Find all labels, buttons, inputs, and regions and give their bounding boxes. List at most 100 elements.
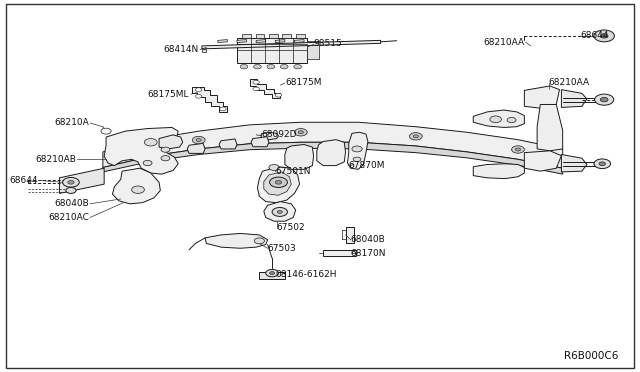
Text: 67870M: 67870M <box>349 161 385 170</box>
Circle shape <box>269 272 275 275</box>
Bar <box>255 34 264 38</box>
Circle shape <box>132 186 145 193</box>
Circle shape <box>254 238 264 244</box>
Circle shape <box>66 187 76 193</box>
Circle shape <box>63 177 79 187</box>
Bar <box>282 34 291 38</box>
Circle shape <box>266 269 278 277</box>
Polygon shape <box>294 39 304 42</box>
Circle shape <box>240 64 248 69</box>
Text: 68175ML: 68175ML <box>148 90 189 99</box>
Polygon shape <box>104 128 178 174</box>
Polygon shape <box>264 172 291 195</box>
Bar <box>296 34 305 38</box>
Text: 68210AB: 68210AB <box>35 155 76 164</box>
Circle shape <box>161 147 170 152</box>
Circle shape <box>195 94 202 98</box>
Bar <box>307 41 319 59</box>
Circle shape <box>277 211 282 214</box>
Polygon shape <box>524 151 561 171</box>
Bar <box>323 250 356 256</box>
Circle shape <box>196 138 201 141</box>
Polygon shape <box>103 122 563 168</box>
Polygon shape <box>317 140 346 166</box>
Polygon shape <box>537 105 563 151</box>
Text: 67502: 67502 <box>276 223 305 232</box>
Polygon shape <box>202 40 381 49</box>
Polygon shape <box>187 143 205 153</box>
Circle shape <box>353 157 361 161</box>
Polygon shape <box>473 164 524 179</box>
Circle shape <box>267 64 275 69</box>
Text: 68414N: 68414N <box>163 45 198 54</box>
Polygon shape <box>257 167 300 203</box>
Text: 68210AA: 68210AA <box>548 78 589 87</box>
Circle shape <box>515 148 520 151</box>
Circle shape <box>594 30 614 42</box>
Circle shape <box>511 146 524 153</box>
Circle shape <box>352 146 362 152</box>
Circle shape <box>294 64 301 69</box>
Polygon shape <box>524 86 559 108</box>
Text: 68644: 68644 <box>580 31 609 41</box>
Circle shape <box>145 138 157 146</box>
Circle shape <box>298 131 303 134</box>
Bar <box>259 272 285 279</box>
Polygon shape <box>264 202 296 221</box>
Circle shape <box>599 162 605 166</box>
Bar <box>269 34 278 38</box>
Bar <box>242 34 251 38</box>
Circle shape <box>275 93 282 97</box>
Circle shape <box>490 116 501 123</box>
Polygon shape <box>251 137 269 147</box>
Bar <box>346 227 355 243</box>
Circle shape <box>161 155 170 161</box>
Circle shape <box>253 80 259 84</box>
Circle shape <box>595 94 614 105</box>
Text: 67501N: 67501N <box>275 167 311 176</box>
Text: 68644: 68644 <box>9 176 38 185</box>
Circle shape <box>269 177 287 187</box>
Polygon shape <box>561 154 587 172</box>
Circle shape <box>220 107 226 111</box>
Polygon shape <box>275 39 285 42</box>
Polygon shape <box>250 79 280 98</box>
Polygon shape <box>60 168 104 193</box>
Polygon shape <box>285 144 314 169</box>
Polygon shape <box>192 87 227 112</box>
Circle shape <box>253 64 261 69</box>
Text: 68210AA: 68210AA <box>483 38 524 47</box>
Circle shape <box>507 118 516 123</box>
Polygon shape <box>205 234 268 248</box>
Polygon shape <box>202 49 206 52</box>
Polygon shape <box>261 132 278 140</box>
Polygon shape <box>103 142 563 174</box>
Text: 68040B: 68040B <box>54 199 89 208</box>
Bar <box>237 38 307 63</box>
Circle shape <box>192 137 205 144</box>
Circle shape <box>68 180 74 184</box>
Text: 98515: 98515 <box>314 39 342 48</box>
Circle shape <box>275 180 282 184</box>
Circle shape <box>269 164 279 170</box>
Polygon shape <box>256 39 266 42</box>
Polygon shape <box>113 168 161 204</box>
Circle shape <box>143 160 152 166</box>
Circle shape <box>272 208 287 217</box>
Polygon shape <box>237 39 246 42</box>
Text: 68170N: 68170N <box>351 249 386 258</box>
Polygon shape <box>219 139 237 149</box>
Text: 68175M: 68175M <box>285 78 321 87</box>
Circle shape <box>294 129 307 136</box>
Circle shape <box>600 97 608 102</box>
Circle shape <box>101 128 111 134</box>
Circle shape <box>280 64 288 69</box>
Polygon shape <box>473 110 524 128</box>
Polygon shape <box>218 39 227 42</box>
Polygon shape <box>561 90 587 108</box>
Text: 08146-6162H: 08146-6162H <box>275 270 337 279</box>
Text: 68210A: 68210A <box>54 118 89 127</box>
Text: R6B000C6: R6B000C6 <box>564 351 619 361</box>
Text: 67503: 67503 <box>268 244 296 253</box>
Text: 68092D: 68092D <box>261 130 297 140</box>
